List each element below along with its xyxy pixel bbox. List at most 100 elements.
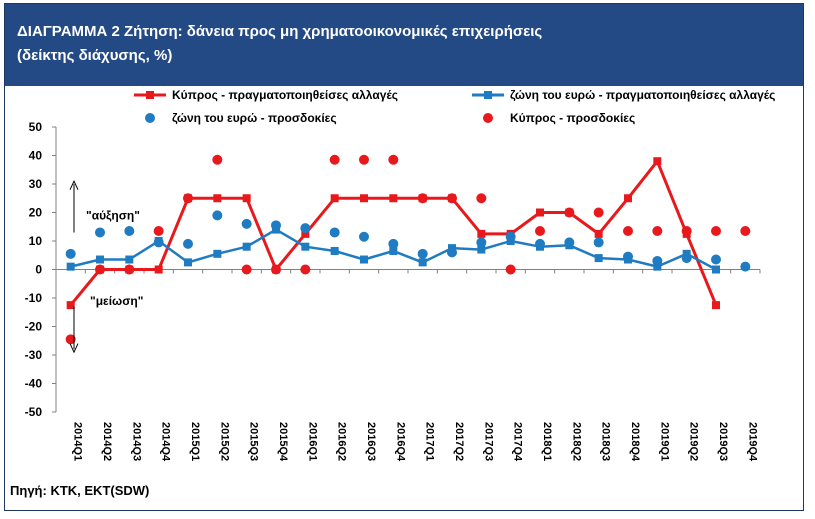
data-point (271, 220, 281, 231)
data-point (535, 226, 545, 237)
data-point (242, 194, 251, 203)
y-tick-label: -40 (25, 377, 43, 391)
data-point (740, 261, 751, 272)
x-tick-label: 2018Q2 (570, 422, 582, 461)
series-line (69, 159, 718, 307)
data-point (183, 238, 193, 249)
data-point (300, 223, 311, 234)
data-point (388, 238, 399, 249)
x-tick-label: 2014Q4 (160, 422, 172, 462)
legend-label: Κύπρος - πραγματοποιηθείσες αλλαγές (172, 88, 398, 102)
chart-subtitle: (δείκτης διάχυσης, %) (17, 47, 173, 64)
down-arrowhead (69, 343, 79, 354)
x-tick-label: 2017Q1 (424, 422, 436, 461)
data-point (594, 254, 603, 263)
legend-marker (145, 113, 155, 123)
data-point (653, 262, 662, 271)
data-point (125, 255, 134, 264)
data-point (95, 227, 105, 238)
chart-header: ΔΙΑΓΡΑΜΜΑ 2 Ζήτηση: δάνεια προς μη χρημα… (5, 4, 803, 86)
x-tick-label: 2015Q2 (218, 422, 230, 461)
x-tick-label: 2017Q3 (482, 422, 494, 461)
data-point (652, 255, 663, 266)
data-point (681, 226, 692, 237)
chart-title: ΔΙΑΓΡΑΜΜΑ 2 Ζήτηση: δάνεια προς μη χρημα… (17, 23, 543, 40)
data-point (711, 254, 721, 265)
data-point (329, 227, 340, 238)
data-point (184, 258, 192, 267)
x-tick-label: 2016Q1 (306, 422, 318, 461)
data-point (653, 157, 662, 166)
data-point (593, 237, 604, 248)
data-point (536, 208, 544, 217)
data-point (96, 255, 104, 264)
y-tick-label: 50 (29, 120, 43, 134)
data-point (330, 246, 339, 255)
x-tick-label: 2019Q4 (746, 422, 758, 462)
data-point (360, 255, 368, 264)
data-point (564, 207, 575, 218)
data-point (712, 301, 720, 310)
chart-marks (65, 154, 751, 345)
x-tick-label: 2019Q3 (717, 422, 729, 461)
data-point (212, 154, 223, 165)
data-point (242, 242, 251, 251)
data-point (301, 229, 310, 238)
legend-marker (483, 113, 493, 123)
data-point (300, 264, 311, 275)
data-point (623, 251, 633, 262)
data-point (712, 265, 720, 274)
legend-marker (146, 91, 154, 99)
data-point (241, 264, 252, 275)
data-point (183, 193, 193, 204)
data-point (212, 210, 223, 221)
up-arrowhead (69, 179, 79, 190)
data-point (66, 301, 75, 310)
annotation-down: "μείωση" (90, 294, 143, 308)
data-point (418, 258, 427, 267)
data-point (124, 226, 135, 237)
data-point (388, 154, 399, 165)
data-point (359, 231, 369, 242)
x-tick-label: 2014Q1 (72, 422, 84, 461)
data-point (329, 154, 340, 165)
x-tick-label: 2017Q4 (512, 422, 524, 462)
data-point (154, 265, 163, 274)
data-point (652, 226, 663, 237)
data-point (271, 264, 281, 275)
data-point (594, 229, 603, 238)
chart-axes: 50 40 30 20 10 0 -10 -20 -30 -40 -50 2014Q1 2014Q2 20… (25, 120, 761, 462)
data-point (476, 193, 487, 204)
annotation-up: "αύξηση" (86, 208, 140, 222)
legend-label: ζώνη του ευρώ - πραγματοποιηθείσες αλλαγ… (510, 88, 775, 102)
x-tick-label: 2016Q3 (365, 422, 377, 461)
y-tick-label: -50 (25, 405, 43, 419)
data-point (359, 154, 369, 165)
data-point (65, 248, 76, 259)
data-point (564, 237, 575, 248)
y-tick-label: 0 (35, 263, 42, 277)
x-tick-label: 2018Q4 (629, 422, 641, 462)
data-point (477, 229, 486, 238)
legend-label: Κύπρος - προσδοκίες (510, 111, 635, 125)
data-point (623, 226, 633, 237)
x-tick-label: 2017Q2 (453, 422, 465, 461)
x-tick-label: 2014Q2 (101, 422, 113, 461)
y-tick-label: -10 (25, 291, 43, 305)
legend-marker (484, 91, 492, 99)
data-point (95, 264, 105, 275)
x-tick-label: 2015Q4 (277, 422, 289, 462)
data-point (213, 249, 222, 258)
y-tick-label: 10 (29, 234, 43, 248)
y-tick-label: -20 (25, 320, 43, 334)
x-tick-label: 2015Q3 (248, 422, 260, 461)
data-point (476, 237, 487, 248)
y-tick-label: 20 (29, 206, 43, 220)
x-tick-label: 2016Q2 (336, 422, 348, 461)
data-point (389, 246, 398, 255)
data-point (477, 245, 486, 254)
data-point (301, 242, 310, 251)
x-tick-label: 2019Q1 (658, 422, 670, 461)
data-point (360, 194, 368, 203)
x-tick-label: 2018Q1 (541, 422, 553, 461)
